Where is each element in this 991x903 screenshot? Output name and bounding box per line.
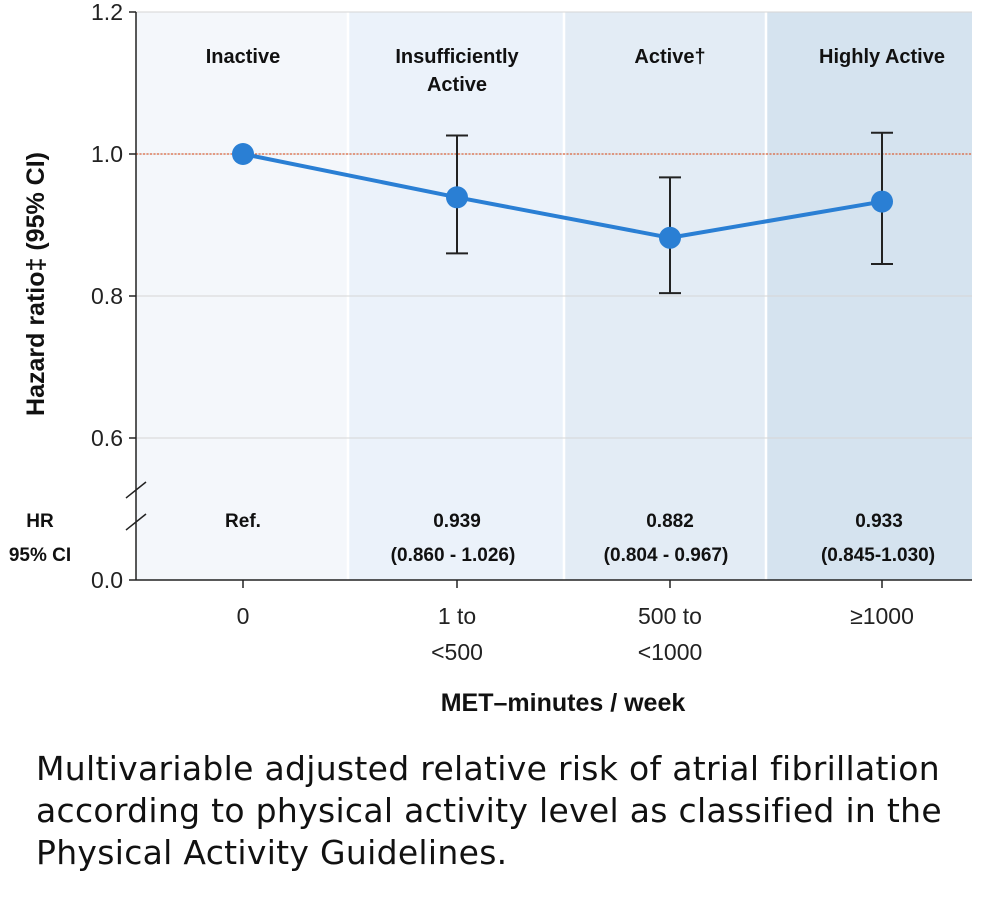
y-axis-title: Hazard ratio‡ (95% CI) [22, 152, 50, 416]
series-line [242, 152, 883, 240]
x-tick-label: <500 [431, 639, 483, 665]
y-tick-label: 1.2 [91, 0, 123, 25]
data-point [232, 143, 254, 165]
zone-title: Active [427, 74, 487, 96]
table-ci-value: (0.845-1.030) [821, 545, 935, 566]
table-row-label-ci: 95% CI [9, 545, 71, 566]
y-tick-label: 1.0 [91, 141, 123, 167]
table-hr-value: Ref. [225, 511, 261, 532]
table-ci-value: (0.860 - 1.026) [391, 545, 516, 566]
x-tick-label: 500 to [638, 603, 702, 629]
axis-break-mark [125, 481, 147, 499]
table-hr-value: 0.939 [433, 511, 481, 532]
data-point [659, 226, 681, 249]
zone-title: Active† [634, 46, 705, 68]
table-ci-value: (0.804 - 0.967) [604, 545, 729, 566]
figure-caption: Multivariable adjusted relative risk of … [36, 749, 942, 872]
data-point [446, 186, 468, 209]
hazard-ratio-chart: 0.0 0.6 0.8 1.0 1.2 Hazard ratio‡ (95% CI) Ina… [9, 0, 972, 717]
x-tick-label: 0 [237, 603, 250, 629]
y-tick-label: 0.6 [91, 425, 123, 451]
table-hr-value: 0.933 [855, 511, 903, 532]
zone-title: Insufficiently [395, 46, 519, 68]
table-hr-value: 0.882 [646, 511, 694, 532]
x-axis-title: MET–minutes / week [441, 689, 686, 717]
x-tick-label: ≥1000 [850, 603, 914, 629]
data-point [871, 190, 893, 213]
y-tick-label: 0.8 [91, 283, 123, 309]
y-tick-label: 0.0 [91, 567, 123, 593]
zone-title: Inactive [206, 46, 280, 68]
table-row-label-hr: HR [26, 511, 54, 532]
x-tick-label: <1000 [638, 639, 703, 665]
axis-break-mark [125, 513, 147, 531]
zone-title: Highly Active [819, 46, 945, 68]
x-tick-label: 1 to [438, 603, 476, 629]
